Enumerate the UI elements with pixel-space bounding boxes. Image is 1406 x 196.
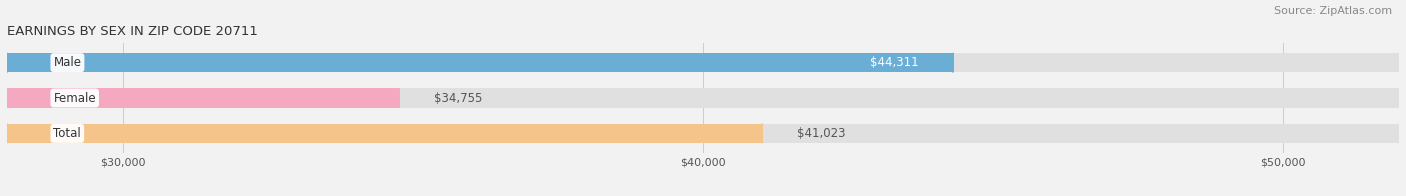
Bar [7,124,762,143]
Text: Total: Total [53,127,82,140]
Text: EARNINGS BY SEX IN ZIP CODE 20711: EARNINGS BY SEX IN ZIP CODE 20711 [7,25,257,38]
Text: Female: Female [53,92,96,104]
Text: $34,755: $34,755 [433,92,482,104]
Text: $44,311: $44,311 [869,56,918,69]
Text: Male: Male [53,56,82,69]
Text: Source: ZipAtlas.com: Source: ZipAtlas.com [1274,6,1392,16]
Text: $41,023: $41,023 [797,127,845,140]
Bar [7,53,1399,72]
Bar [7,124,1399,143]
Bar [7,88,399,108]
Bar [7,53,953,72]
Bar [7,88,1399,108]
